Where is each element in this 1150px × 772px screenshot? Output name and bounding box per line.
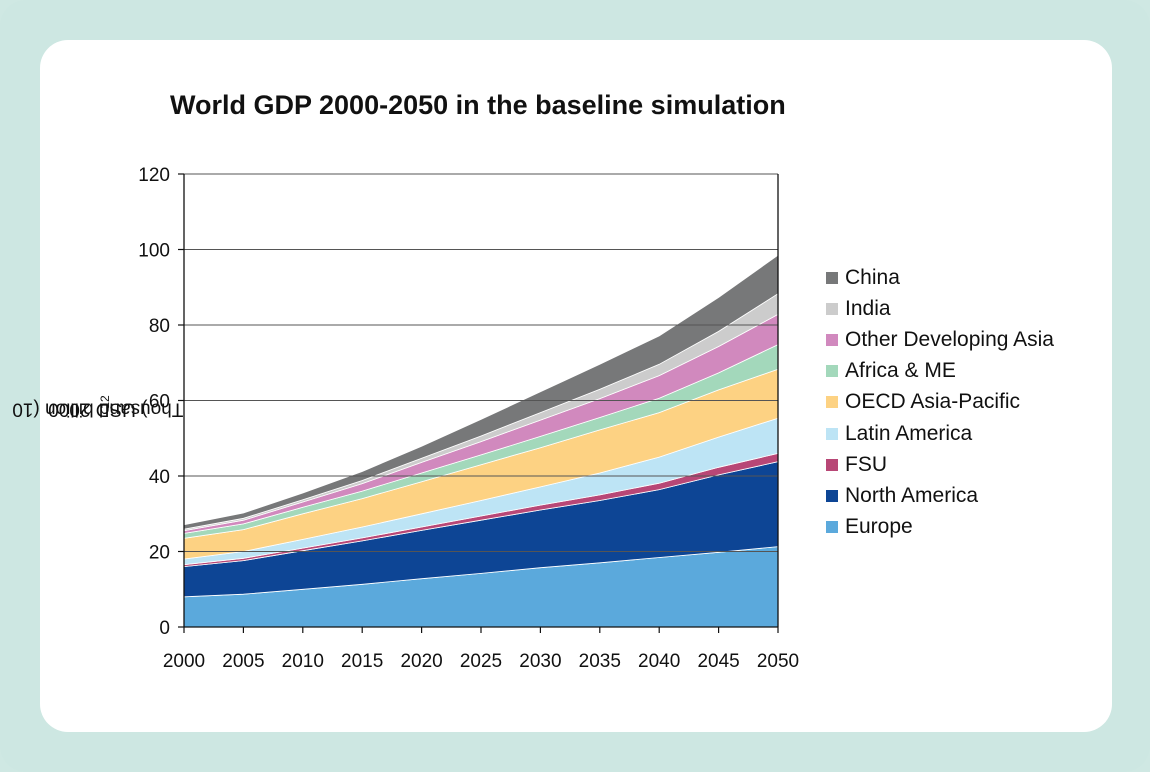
x-tick-label-2010: 2010 xyxy=(282,651,324,672)
legend-item-latin-america: Latin America xyxy=(826,418,1054,449)
x-tick-label-2040: 2040 xyxy=(638,651,680,672)
legend-item-india: India xyxy=(826,293,1054,324)
legend-swatch-fsu xyxy=(826,458,838,471)
legend-label-europe: Europe xyxy=(845,515,913,539)
y-tick-label-20: 20 xyxy=(149,543,170,564)
y-tick-label-40: 40 xyxy=(149,467,170,488)
legend: China India Other Developing Asia Africa & … xyxy=(826,262,1054,543)
y-tick-label-80: 80 xyxy=(149,316,170,337)
x-tick-label-2000: 2000 xyxy=(163,651,205,672)
legend-item-china: China xyxy=(826,262,1054,293)
area-layers xyxy=(183,254,779,628)
x-tick-label-2045: 2045 xyxy=(697,651,739,672)
y-tick-label-0: 0 xyxy=(159,618,170,639)
legend-label-latin-america: Latin America xyxy=(845,421,973,445)
legend-label-oecd-asia-pacific: OECD Asia-Pacific xyxy=(845,390,1021,414)
x-tick-label-2025: 2025 xyxy=(460,651,502,672)
y-tick-label-60: 60 xyxy=(149,392,170,413)
legend-label-africa-me: Africa & ME xyxy=(845,359,956,383)
x-tick-label-2020: 2020 xyxy=(400,651,442,672)
chart-title: World GDP 2000-2050 in the baseline simu… xyxy=(170,90,786,120)
legend-swatch-oecd-asia-pacific xyxy=(826,396,838,409)
x-tick-label-2015: 2015 xyxy=(341,651,383,672)
legend-swatch-latin-america xyxy=(826,427,838,440)
legend-swatch-other-developing-asia xyxy=(826,333,838,346)
y-tick-label-100: 100 xyxy=(138,241,170,262)
legend-swatch-china xyxy=(826,271,838,284)
legend-label-fsu: FSU xyxy=(845,452,887,476)
legend-swatch-europe xyxy=(826,521,838,534)
legend-item-europe: Europe xyxy=(826,512,1054,543)
x-tick-label-2035: 2035 xyxy=(579,651,621,672)
legend-swatch-india xyxy=(826,302,838,315)
legend-item-africa-me: Africa & ME xyxy=(826,356,1054,387)
axes xyxy=(178,173,779,633)
legend-item-fsu: FSU xyxy=(826,449,1054,480)
x-tick-label-2050: 2050 xyxy=(757,651,799,672)
x-tick-label-2030: 2030 xyxy=(519,651,561,672)
legend-item-oecd-asia-pacific: OECD Asia-Pacific xyxy=(826,387,1054,418)
legend-label-china: China xyxy=(845,265,900,289)
x-tick-label-2005: 2005 xyxy=(222,651,264,672)
legend-swatch-africa-me xyxy=(826,365,838,378)
gridlines xyxy=(184,173,778,552)
legend-label-other-developing-asia: Other Developing Asia xyxy=(845,327,1054,351)
legend-item-other-developing-asia: Other Developing Asia xyxy=(826,324,1054,355)
legend-label-india: India xyxy=(845,296,891,320)
y-tick-label-120: 120 xyxy=(138,165,170,186)
legend-label-north-america: North America xyxy=(845,483,979,507)
legend-item-north-america: North America xyxy=(826,480,1054,511)
legend-swatch-north-america xyxy=(826,489,838,502)
